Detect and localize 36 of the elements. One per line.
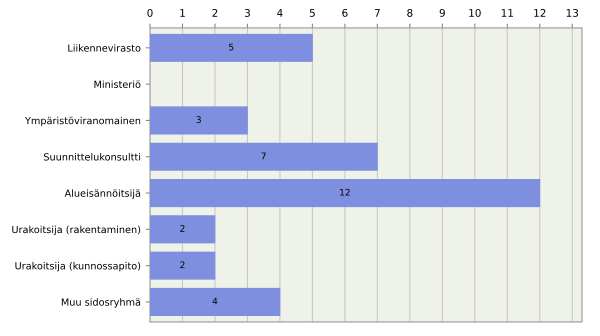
bar bbox=[150, 179, 540, 208]
bar bbox=[150, 288, 280, 316]
y-tick-label: Alueisännöitsijä bbox=[64, 189, 140, 199]
y-tick-label: Urakoitsija (kunnossapito) bbox=[15, 262, 140, 272]
bar bbox=[150, 215, 216, 244]
data-label: 5 bbox=[229, 44, 234, 50]
x-tick-label: 9 bbox=[440, 8, 445, 17]
bar bbox=[150, 34, 313, 62]
y-tick-label: Liikennevirasto bbox=[68, 44, 140, 52]
x-tick-label: 8 bbox=[407, 8, 412, 17]
bar bbox=[150, 252, 216, 280]
x-tick-label: 7 bbox=[374, 9, 380, 17]
x-tick-label: 13 bbox=[566, 8, 578, 17]
x-tick-label: 1 bbox=[180, 9, 185, 17]
data-label: 3 bbox=[196, 116, 201, 124]
x-tick-label: 6 bbox=[342, 8, 348, 17]
y-tick-label: Muu sidosryhmä bbox=[62, 298, 140, 308]
x-tick-label: 3 bbox=[244, 8, 250, 17]
y-tick-label: Ministeriö bbox=[94, 80, 140, 88]
data-label: 12 bbox=[340, 188, 350, 196]
x-tick-label: 10 bbox=[469, 8, 481, 17]
data-label: 2 bbox=[180, 261, 184, 268]
x-tick-label: 2 bbox=[212, 8, 218, 17]
x-tick-label: 0 bbox=[147, 8, 153, 17]
x-tick-label: 11 bbox=[502, 9, 513, 17]
y-tick-label: Urakoitsija (rakentaminen) bbox=[12, 226, 140, 236]
data-label: 4 bbox=[212, 298, 218, 304]
y-tick-label: Ympäristöviranomainen bbox=[24, 116, 140, 126]
x-tick-label: 4 bbox=[277, 9, 283, 17]
data-label: 2 bbox=[180, 225, 184, 232]
data-label: 7 bbox=[262, 152, 266, 160]
bar bbox=[150, 142, 378, 171]
bar bbox=[150, 106, 248, 134]
y-tick-label: Suunnittelukonsultti bbox=[44, 153, 140, 161]
x-tick-label: 5 bbox=[310, 9, 315, 17]
x-tick-label: 12 bbox=[534, 8, 546, 17]
